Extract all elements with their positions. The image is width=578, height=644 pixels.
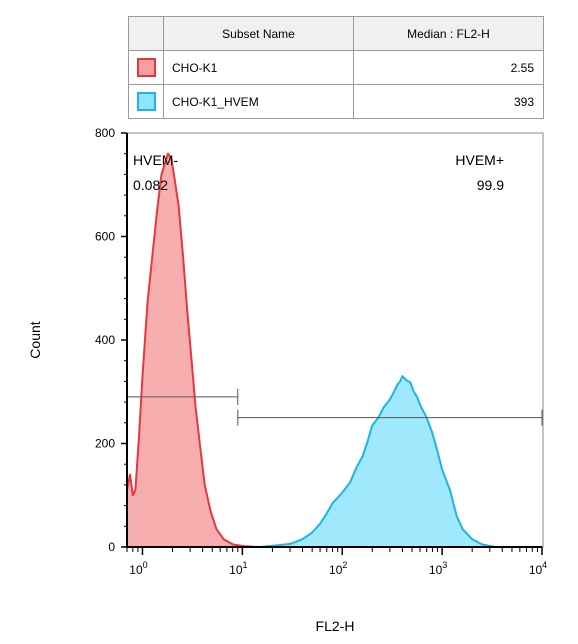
x-tick-label: 103: [429, 560, 447, 577]
legend-header-swatch: [128, 16, 164, 51]
x-tick-label: 100: [129, 560, 147, 577]
y-tick-label: 600: [95, 230, 115, 244]
gate-label-0: HVEM-: [133, 152, 178, 168]
y-axis-label: Count: [27, 321, 43, 358]
x-axis-label: FL2-H: [316, 618, 355, 634]
legend-table: Subset Name Median : FL2-H CHO-K1 2.55 C…: [128, 16, 544, 119]
y-tick-label: 800: [95, 126, 115, 140]
x-tick-label: 104: [529, 560, 547, 577]
legend-swatch-cell: [128, 84, 164, 119]
legend-swatch-cho-k1: [136, 58, 156, 77]
x-tick-label: 101: [229, 560, 247, 577]
series-area-0: [126, 152, 543, 548]
series-layer: [126, 152, 543, 548]
x-tick-label: 102: [329, 560, 347, 577]
y-tick-label: 400: [95, 333, 115, 347]
legend-value: 393: [353, 84, 544, 119]
legend-header-value: Median : FL2-H: [353, 16, 544, 51]
legend-row: CHO-K1_HVEM 393: [128, 84, 544, 119]
gate-label-1: HVEM+: [455, 152, 504, 168]
gate-value-1: 99.9: [477, 177, 504, 193]
y-tick-label: 200: [95, 437, 115, 451]
gate-layer: HVEM- 0.082 HVEM+ 99.9: [126, 152, 543, 426]
gate-value-0: 0.082: [133, 177, 168, 193]
legend-row: CHO-K1 2.55: [128, 50, 544, 85]
series-area-1: [126, 375, 543, 548]
axis-layer: 0 200 400 600 800 100 101 102 103 104: [95, 126, 547, 577]
y-tick-label: 0: [108, 540, 115, 554]
legend-swatch-cho-k1-hvem: [136, 92, 156, 111]
legend-name: CHO-K1_HVEM: [163, 84, 354, 119]
